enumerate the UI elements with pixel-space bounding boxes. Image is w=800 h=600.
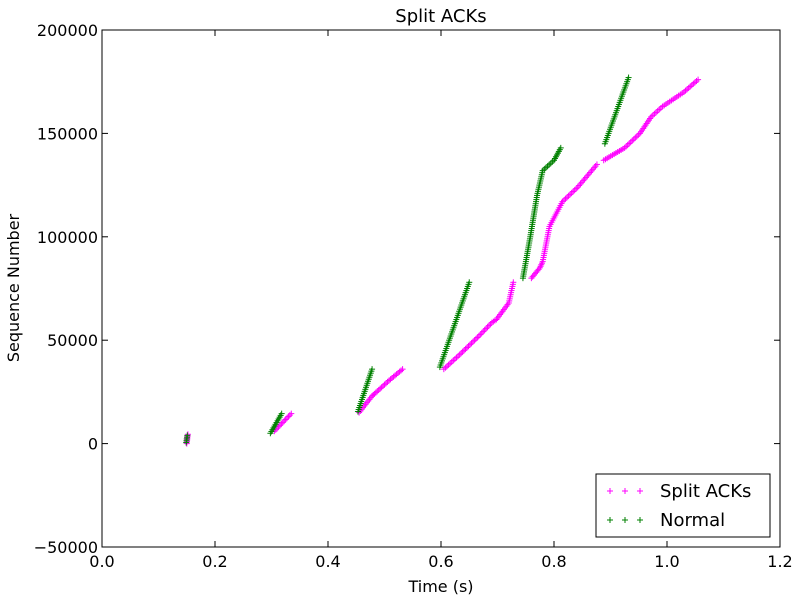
- data-point: [465, 343, 472, 350]
- data-point: [466, 341, 473, 348]
- plot-frame: [101, 29, 781, 548]
- data-point: [510, 279, 517, 286]
- data-point: [378, 384, 385, 391]
- data-point: [468, 340, 475, 347]
- data-point: [485, 322, 492, 329]
- legend-marker: [607, 517, 613, 523]
- data-point: [471, 337, 478, 344]
- data-point: [481, 327, 488, 334]
- data-point: [472, 335, 479, 342]
- data-point: [462, 345, 469, 352]
- data-point: [593, 161, 600, 168]
- data-point: [466, 279, 473, 286]
- plot-area: [102, 30, 780, 547]
- x-tick-label: 0.0: [89, 552, 114, 571]
- data-point: [377, 385, 384, 392]
- data-points: [183, 74, 702, 447]
- data-point: [371, 390, 378, 397]
- x-tick-label: 1.0: [654, 552, 679, 571]
- x-tick-label: 0.6: [428, 552, 453, 571]
- legend-label-split-acks: Split ACKs: [660, 481, 751, 502]
- data-point: [477, 331, 484, 338]
- data-point: [184, 431, 191, 438]
- data-point: [484, 324, 491, 331]
- series-0: [183, 76, 702, 447]
- legend-marker: [607, 488, 613, 494]
- data-point: [288, 410, 295, 417]
- legend-box: [595, 473, 771, 538]
- data-point: [285, 413, 292, 420]
- data-point: [281, 417, 288, 424]
- legend-marker: [637, 517, 643, 523]
- data-point: [487, 321, 494, 328]
- axis-ticks: 0.0 0.2 0.4 0.6 0.8 1.0 1.2 −50000 0 50000 100000 1…: [34, 21, 793, 571]
- data-point: [535, 266, 542, 273]
- legend-marker: [622, 517, 628, 523]
- data-point: [279, 419, 286, 426]
- x-tick-label: 0.8: [541, 552, 566, 571]
- x-tick-label: 0.4: [315, 552, 340, 571]
- data-point: [469, 338, 476, 345]
- y-axis-label: Sequence Number: [4, 213, 23, 362]
- data-point: [458, 350, 465, 357]
- data-point: [374, 388, 381, 395]
- data-point: [625, 74, 632, 81]
- data-point: [278, 410, 285, 417]
- data-point: [286, 412, 293, 419]
- data-point: [475, 333, 482, 340]
- data-point: [464, 344, 471, 351]
- y-tick-label: 0: [88, 435, 98, 454]
- data-point: [483, 325, 490, 332]
- chart-title: Split ACKs: [395, 6, 486, 27]
- data-point: [456, 351, 463, 358]
- data-point: [278, 420, 285, 427]
- data-point: [695, 76, 702, 83]
- legend: Split ACKs Normal: [595, 473, 771, 538]
- y-tick-label: 150000: [37, 124, 98, 143]
- data-point: [284, 415, 291, 422]
- data-point: [557, 144, 564, 151]
- data-point: [399, 366, 406, 373]
- data-point: [275, 423, 282, 430]
- y-tick-label: 200000: [37, 21, 98, 40]
- x-axis-label: Time (s): [407, 577, 473, 596]
- data-point: [380, 382, 387, 389]
- y-tick-label: 50000: [47, 331, 98, 350]
- data-point: [474, 334, 481, 341]
- data-point: [369, 366, 376, 373]
- legend-marker: [622, 488, 628, 494]
- y-tick-label: 100000: [37, 228, 98, 247]
- series-1: [183, 74, 632, 446]
- data-point: [282, 416, 289, 423]
- data-point: [461, 347, 468, 354]
- data-point: [478, 330, 485, 337]
- x-tick-label: 1.2: [767, 552, 792, 571]
- data-point: [184, 432, 191, 439]
- data-point: [375, 386, 382, 393]
- y-tick-label: −50000: [34, 538, 98, 557]
- data-point: [459, 348, 466, 355]
- data-point: [276, 422, 283, 429]
- x-tick-label: 0.2: [202, 552, 227, 571]
- legend-label-normal: Normal: [660, 510, 725, 531]
- data-point: [480, 328, 487, 335]
- data-point: [372, 389, 379, 396]
- legend-marker: [637, 488, 643, 494]
